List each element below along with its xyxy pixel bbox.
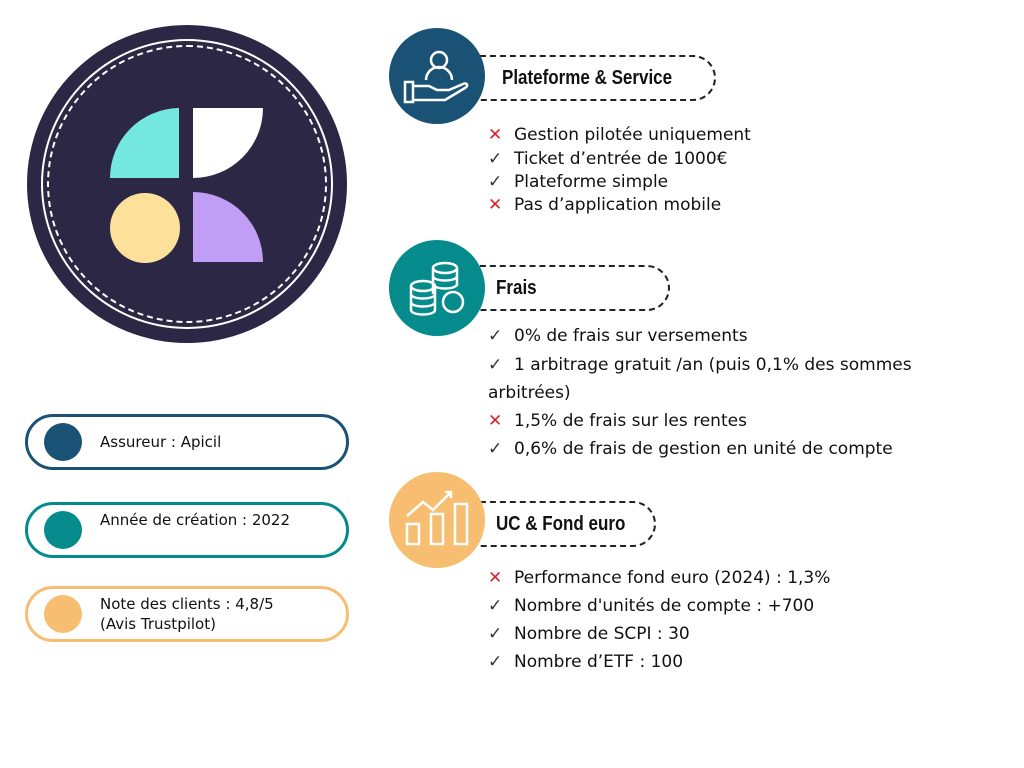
client-rating-box: Note des clients : 4,8/5 (Avis Trustpilo…: [25, 586, 349, 642]
list-item: ✓ Nombre de SCPI : 30: [488, 620, 998, 648]
item-text: 1,5% de frais sur les rentes: [514, 411, 747, 431]
logo-shapes-icon: [110, 108, 263, 263]
item-text: 1 arbitrage gratuit /an (puis 0,1% des s…: [488, 355, 912, 403]
insurer-text: Assureur : Apicil: [100, 433, 222, 451]
cross-icon: ✕: [488, 568, 503, 588]
section-title: UC & Fond euro: [496, 513, 626, 535]
client-rating-text: Note des clients : 4,8/5 (Avis Trustpilo…: [100, 595, 274, 633]
list-item: ✕ Pas d’application mobile: [488, 191, 998, 219]
list-item: ✓ 1 arbitrage gratuit /an (puis 0,1% des …: [488, 351, 998, 407]
client-rating-dot: [44, 595, 82, 633]
check-icon: ✓: [488, 172, 503, 192]
brand-logo: [27, 25, 347, 343]
list-item: ✓ Nombre d’ETF : 100: [488, 648, 998, 676]
creation-year-dot: [44, 511, 82, 549]
section-title: Frais: [496, 277, 537, 299]
check-icon: ✓: [488, 439, 503, 459]
item-text: 0,6% de frais de gestion en unité de com…: [514, 439, 893, 459]
check-icon: ✓: [488, 149, 503, 169]
item-text: 0% de frais sur versements: [514, 326, 748, 346]
item-text: Gestion pilotée uniquement: [514, 125, 751, 145]
check-icon: ✓: [488, 326, 503, 346]
item-text: Nombre de SCPI : 30: [514, 624, 690, 644]
list-item: ✓ 0% de frais sur versements: [488, 322, 998, 350]
section-header: [470, 501, 656, 547]
logo-dashed-ring: [47, 45, 327, 323]
growth-chart-icon: [389, 472, 485, 568]
list-item: ✓ Nombre d'unités de compte : +700: [488, 592, 998, 620]
list-item: ✓ Ticket d’entrée de 1000€: [488, 145, 998, 173]
cross-icon: ✕: [488, 195, 503, 215]
hand-user-icon: [389, 28, 485, 124]
coins-icon: [389, 240, 485, 336]
list-item: ✕ Performance fond euro (2024) : 1,3%: [488, 564, 998, 592]
item-text: Pas d’application mobile: [514, 195, 722, 215]
cross-icon: ✕: [488, 125, 503, 145]
insurer-dot: [44, 423, 82, 461]
list-item: ✓ Plateforme simple: [488, 168, 998, 196]
check-icon: ✓: [488, 624, 503, 644]
section-header: [470, 55, 716, 101]
check-icon: ✓: [488, 596, 503, 616]
item-text: Ticket d’entrée de 1000€: [514, 149, 728, 169]
list-item: ✓ 0,6% de frais de gestion en unité de co…: [488, 435, 998, 463]
insurer-box: Assureur : Apicil: [25, 414, 349, 470]
item-text: Performance fond euro (2024) : 1,3%: [514, 568, 831, 588]
section-header: [470, 265, 670, 311]
cross-icon: ✕: [488, 411, 503, 431]
item-text: Plateforme simple: [514, 172, 669, 192]
check-icon: ✓: [488, 652, 503, 672]
creation-year-text: Année de création : 2022: [100, 511, 291, 529]
check-icon: ✓: [488, 355, 503, 375]
logo-ring: [41, 39, 333, 329]
section-title: Plateforme & Service: [502, 67, 673, 89]
list-item: ✕ 1,5% de frais sur les rentes: [488, 407, 998, 435]
item-text: Nombre d'unités de compte : +700: [514, 596, 815, 616]
creation-year-box: Année de création : 2022: [25, 502, 349, 558]
item-text: Nombre d’ETF : 100: [514, 652, 684, 672]
list-item: ✕ Gestion pilotée uniquement: [488, 121, 998, 149]
